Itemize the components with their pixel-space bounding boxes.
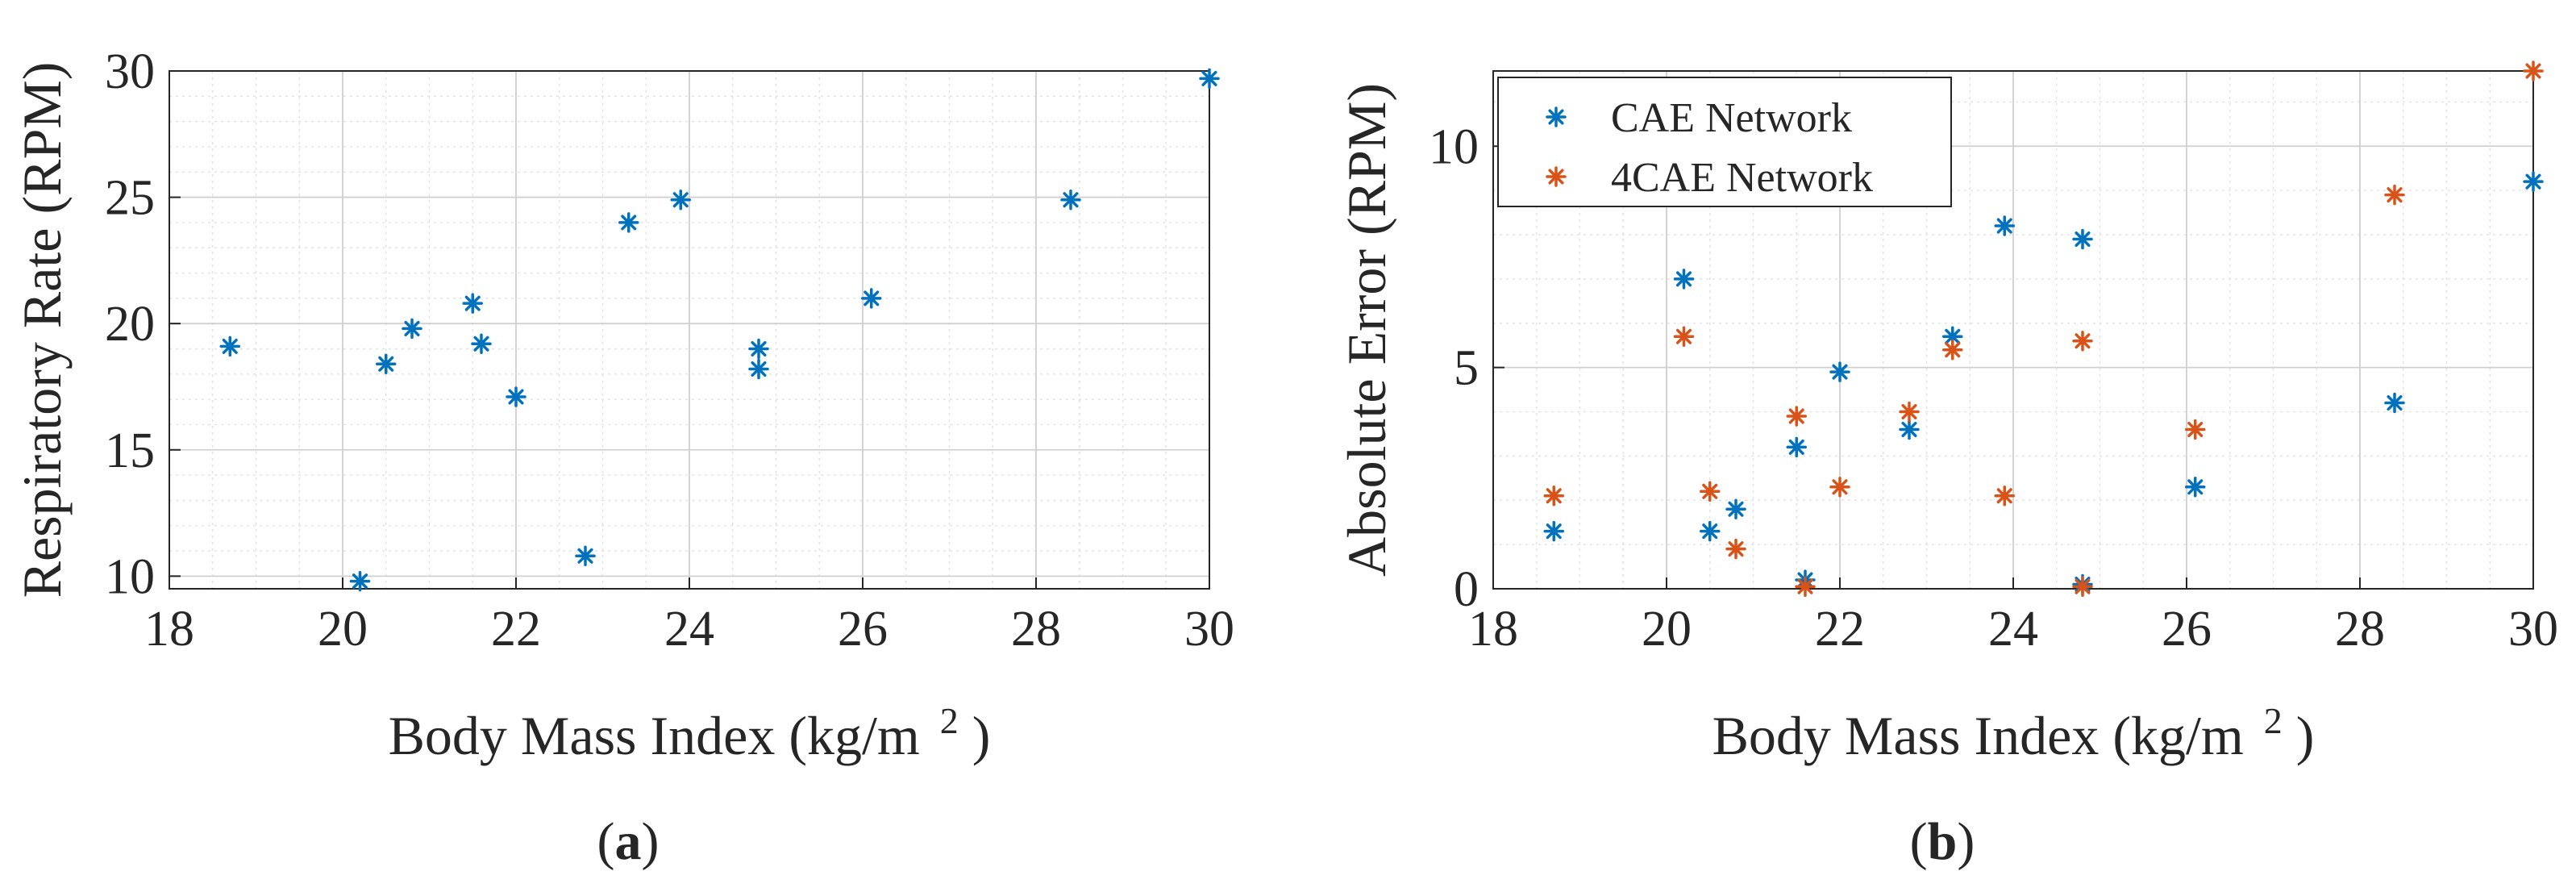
data-point-a-s0-1 <box>349 570 371 592</box>
data-point-b-s1-13 <box>2384 184 2405 206</box>
data-point-a-s0-12 <box>861 288 882 309</box>
data-point-b-s0-9 <box>1994 215 2015 236</box>
y-axis-label-b: Absolute Error (RPM) <box>1336 83 1397 577</box>
x-tick-label: 20 <box>1642 602 1692 657</box>
grid-b <box>1492 71 2534 590</box>
data-point-b-s1-7 <box>1899 401 1920 423</box>
data-point-b-s1-10 <box>2072 330 2093 352</box>
legend: CAE Network 4CAE Network <box>1497 77 1952 207</box>
x-tick-label: 24 <box>664 602 714 657</box>
data-point-a-s0-14 <box>1199 68 1220 90</box>
data-point-b-s0-2 <box>1700 520 1721 542</box>
data-point-b-s0-6 <box>1829 361 1850 382</box>
data-point-b-s0-7 <box>1899 419 1920 440</box>
data-point-b-s1-8 <box>1942 339 1963 361</box>
data-point-a-s0-0 <box>219 336 240 357</box>
y-tick-label: 10 <box>1429 119 1479 174</box>
data-point-b-s0-3 <box>1725 498 1746 519</box>
x-tick-label: 30 <box>2508 602 2558 657</box>
data-point-b-s0-10 <box>2072 228 2093 250</box>
legend-asterisk-4cae <box>1546 166 1567 187</box>
data-point-b-s0-0 <box>1543 520 1564 542</box>
x-axis-label-b: Body Mass Index (kg/m 2 ) <box>1712 684 2315 766</box>
panel-a: 18 20 22 24 26 28 30 10 15 20 25 30 Respiratory Rat… <box>11 44 1234 871</box>
data-point-b-s1-9 <box>1994 486 2015 507</box>
data-point-a-s0-13 <box>1060 189 1081 211</box>
data-point-b-s1-4 <box>1786 406 1807 427</box>
data-point-a-s0-7 <box>575 545 596 567</box>
legend-label-4cae: 4CAE Network <box>1611 155 1873 201</box>
data-point-b-s1-2 <box>1700 481 1721 502</box>
points-b <box>1543 60 2544 598</box>
ticks-a: 18 20 22 24 26 28 30 10 15 20 25 30 <box>105 44 1234 657</box>
data-point-b-s0-12 <box>2185 477 2206 498</box>
y-axis-label-a: Respiratory Rate (RPM) <box>11 62 73 598</box>
x-tick-label: 20 <box>318 602 368 657</box>
y-tick-label: 20 <box>105 297 155 352</box>
y-tick-label: 0 <box>1454 562 1479 617</box>
data-point-a-s0-4 <box>462 293 483 314</box>
data-point-b-s1-12 <box>2185 419 2206 440</box>
data-point-b-s1-1 <box>1673 326 1695 347</box>
data-point-b-s1-3 <box>1725 538 1746 560</box>
x-tick-label: 26 <box>838 602 888 657</box>
x-tick-label: 30 <box>1184 602 1234 657</box>
data-point-a-s0-2 <box>376 353 397 375</box>
panel-b: 18 20 22 24 26 28 30 0 5 10 CAE Network 4CAE Netw… <box>1336 60 2558 871</box>
y-tick-label: 25 <box>105 171 155 226</box>
y-tick-label: 10 <box>105 549 155 604</box>
x-tick-label: 28 <box>2335 602 2385 657</box>
data-point-b-s1-6 <box>1829 477 1850 498</box>
legend-label-cae: CAE Network <box>1611 95 1852 141</box>
data-point-b-s0-4 <box>1786 436 1807 458</box>
x-axis-label-a: Body Mass Index (kg/m 2 ) <box>389 684 991 766</box>
legend-marker-cae <box>1546 106 1567 127</box>
data-point-b-s0-13 <box>2384 392 2405 414</box>
x-tick-label: 28 <box>1011 602 1061 657</box>
x-tick-label: 22 <box>491 602 541 657</box>
data-point-b-s0-1 <box>1673 269 1695 290</box>
data-point-a-s0-5 <box>471 333 492 354</box>
data-point-b-s0-14 <box>2523 171 2544 192</box>
y-tick-label: 15 <box>105 423 155 478</box>
data-point-b-s1-14 <box>2523 60 2544 81</box>
data-point-a-s0-8 <box>618 212 639 233</box>
data-point-a-s0-9 <box>670 189 691 211</box>
caption-b: (b) <box>1910 812 1975 871</box>
data-point-b-s1-5 <box>1795 576 1816 598</box>
y-tick-label: 5 <box>1454 341 1479 396</box>
y-tick-label: 30 <box>105 44 155 99</box>
legend-box <box>1497 77 1952 207</box>
data-point-a-s0-6 <box>506 386 526 407</box>
x-tick-label: 22 <box>1815 602 1865 657</box>
data-point-a-s0-11 <box>748 358 769 380</box>
x-tick-label: 18 <box>144 602 194 657</box>
caption-a: (a) <box>597 812 660 871</box>
data-point-b-s1-0 <box>1543 486 1564 507</box>
x-tick-label: 24 <box>1988 602 2038 657</box>
points-a <box>219 68 1220 592</box>
data-point-a-s0-3 <box>402 318 422 340</box>
legend-asterisk-cae <box>1546 106 1567 127</box>
x-tick-label: 18 <box>1468 602 1518 657</box>
legend-marker-4cae <box>1546 166 1567 187</box>
grid-a <box>169 70 1210 589</box>
data-point-a-s0-10 <box>748 338 769 360</box>
x-tick-label: 26 <box>2162 602 2212 657</box>
data-point-b-s1-11 <box>2072 576 2093 598</box>
